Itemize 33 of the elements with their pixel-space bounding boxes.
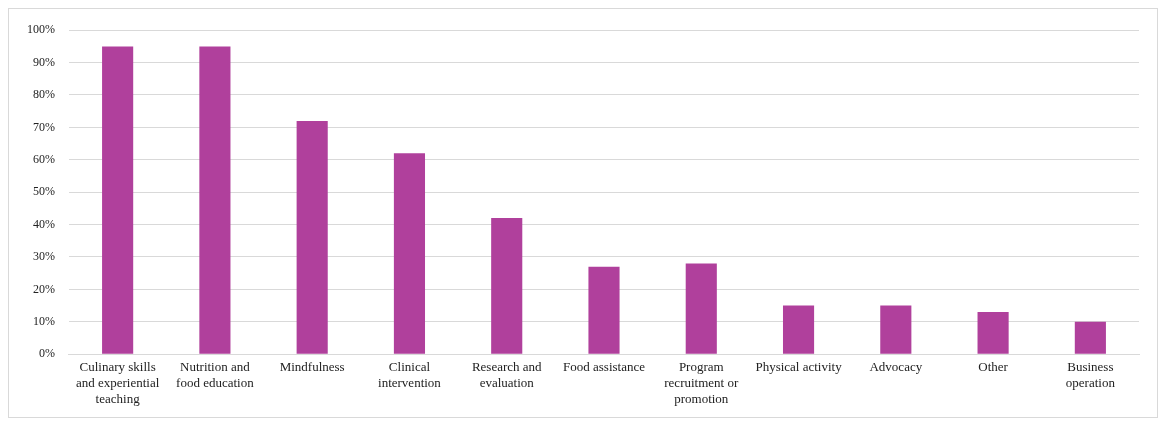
- x-tick-label: Clinical intervention: [378, 359, 442, 391]
- y-tick-label: 60%: [33, 151, 55, 166]
- bar: [685, 263, 717, 354]
- x-tick-label: Program recruitment or promotion: [664, 359, 739, 406]
- y-tick-label: 70%: [33, 119, 55, 134]
- y-tick-label: 20%: [33, 281, 55, 296]
- x-tick-label: Research and evaluation: [471, 359, 543, 391]
- bar: [880, 305, 912, 354]
- y-tick-label: 40%: [33, 216, 55, 231]
- bar: [296, 120, 328, 354]
- y-tick-label: 90%: [33, 54, 55, 69]
- x-tick-label: Culinary skills and experiential teaching: [75, 359, 160, 406]
- y-tick-label: 0%: [39, 346, 55, 361]
- x-tick-label: Other: [978, 359, 1009, 375]
- x-tick-label: Nutrition and food education: [176, 359, 255, 391]
- bar: [393, 153, 426, 354]
- x-tick-label: Mindfulness: [279, 359, 345, 375]
- y-tick-label: 30%: [33, 249, 55, 264]
- x-tick-label: Food assistance: [563, 359, 646, 375]
- x-tick-label: Physical activity: [755, 359, 843, 375]
- x-tick-label: Advocacy: [869, 359, 923, 375]
- bar: [102, 46, 134, 354]
- y-tick-label: 100%: [27, 22, 55, 37]
- y-tick-label: 80%: [33, 87, 55, 102]
- bar: [491, 218, 523, 354]
- y-tick-label: 10%: [33, 313, 55, 328]
- bar: [782, 305, 815, 354]
- x-tick-label: Business operation: [1065, 359, 1116, 391]
- bar: [588, 266, 620, 354]
- y-tick-label: 50%: [33, 184, 55, 199]
- bar: [977, 312, 1009, 354]
- bar: [199, 46, 231, 354]
- bar: [1074, 321, 1106, 354]
